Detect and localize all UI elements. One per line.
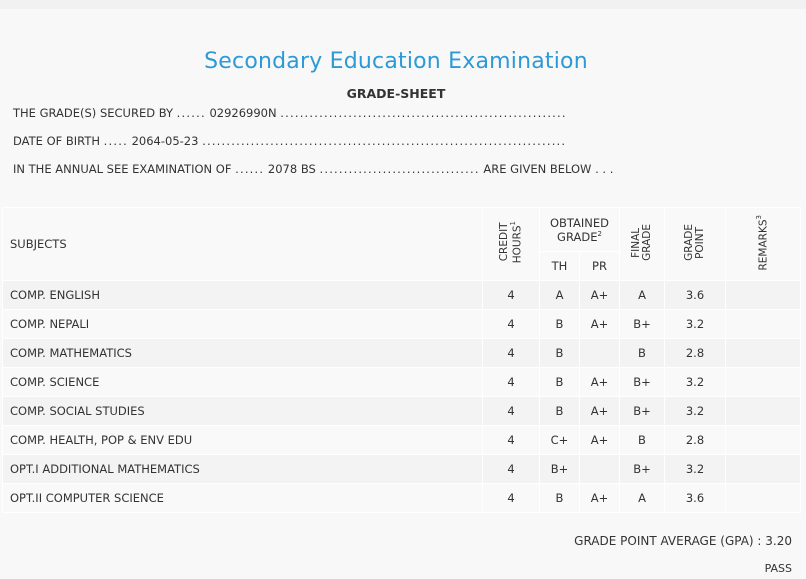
- practical-grade-cell: A+: [579, 396, 620, 426]
- subject-cell: COMP. MATHEMATICS: [2, 338, 483, 368]
- theory-grade-cell: B: [539, 483, 580, 513]
- exam-line: IN THE ANNUAL SEE EXAMINATION OF ...... …: [13, 162, 613, 176]
- page-title: Secondary Education Examination: [204, 49, 588, 74]
- dot-leader: ......: [235, 162, 265, 176]
- remarks-cell: [725, 483, 801, 513]
- credit-hours-cell: 4: [482, 338, 540, 368]
- final-grade-cell: B+: [619, 396, 665, 426]
- dob-label: DATE OF BIRTH: [13, 134, 101, 148]
- remarks-cell: [725, 425, 801, 455]
- exam-year: 2078 BS: [267, 162, 316, 176]
- grade-point-cell: 2.8: [664, 425, 726, 455]
- credit-hours-cell: 4: [482, 309, 540, 339]
- theory-grade-cell: A: [539, 280, 580, 310]
- remarks-cell: [725, 367, 801, 397]
- subject-cell: OPT.II COMPUTER SCIENCE: [2, 483, 483, 513]
- final-grade-cell: B+: [619, 367, 665, 397]
- theory-grade-cell: B: [539, 367, 580, 397]
- theory-grade-cell: B: [539, 396, 580, 426]
- secured-by-line: THE GRADE(S) SECURED BY ...... 02926990N…: [13, 106, 567, 120]
- theory-grade-cell: B: [539, 338, 580, 368]
- grade-point-cell: 3.6: [664, 483, 726, 513]
- table-row: COMP. HEALTH, POP & ENV EDU 4 C+ A+ B 2.8: [2, 425, 801, 455]
- table-row: COMP. NEPALI 4 B A+ B+ 3.2: [2, 309, 801, 339]
- final-grade-cell: A: [619, 483, 665, 513]
- table-row: OPT.I ADDITIONAL MATHEMATICS 4 B+ B+ 3.2: [2, 454, 801, 484]
- practical-grade-cell: [579, 454, 620, 484]
- dot-leader: .....: [103, 134, 128, 148]
- dot-leader: .................................: [319, 162, 480, 176]
- grade-point-cell: 2.8: [664, 338, 726, 368]
- table-row: COMP. SCIENCE 4 B A+ B+ 3.2: [2, 367, 801, 397]
- grade-point-cell: 3.6: [664, 280, 726, 310]
- subject-cell: COMP. SOCIAL STUDIES: [2, 396, 483, 426]
- exam-label: IN THE ANNUAL SEE EXAMINATION OF: [13, 162, 232, 176]
- theory-grade-cell: B: [539, 309, 580, 339]
- header-th: TH: [539, 251, 580, 281]
- credit-hours-cell: 4: [482, 280, 540, 310]
- final-grade-cell: B+: [619, 309, 665, 339]
- final-grade-cell: B: [619, 338, 665, 368]
- theory-grade-cell: B+: [539, 454, 580, 484]
- header-pr: PR: [579, 251, 620, 281]
- credit-hours-cell: 4: [482, 396, 540, 426]
- table-row: COMP. ENGLISH 4 A A+ A 3.6: [2, 280, 801, 310]
- page-subtitle: GRADE-SHEET: [346, 86, 446, 101]
- remarks-cell: [725, 454, 801, 484]
- credit-hours-cell: 4: [482, 483, 540, 513]
- gpa-line: GRADE POINT AVERAGE (GPA) : 3.20: [574, 534, 792, 548]
- remarks-cell: [725, 396, 801, 426]
- subject-cell: COMP. HEALTH, POP & ENV EDU: [2, 425, 483, 455]
- credit-hours-cell: 4: [482, 367, 540, 397]
- practical-grade-cell: A+: [579, 483, 620, 513]
- gpa-label: GRADE POINT AVERAGE (GPA) :: [574, 534, 762, 548]
- remarks-cell: [725, 338, 801, 368]
- secured-by-label: THE GRADE(S) SECURED BY: [13, 106, 174, 120]
- practical-grade-cell: [579, 338, 620, 368]
- header-credit-hours: CREDIT HOURS1: [482, 207, 540, 281]
- grades-table: SUBJECTS CREDIT HOURS1 OBTAINED GRADE2 FIN…: [2, 207, 801, 513]
- table-row: COMP. SOCIAL STUDIES 4 B A+ B+ 3.2: [2, 396, 801, 426]
- grade-point-cell: 3.2: [664, 367, 726, 397]
- table-row: COMP. MATHEMATICS 4 B B 2.8: [2, 338, 801, 368]
- dot-leader: ........................................…: [280, 106, 567, 120]
- practical-grade-cell: A+: [579, 425, 620, 455]
- grade-rows: COMP. ENGLISH 4 A A+ A 3.6 COMP. NEPALI 4 B A+ B+ 3…: [2, 280, 801, 513]
- theory-grade-cell: C+: [539, 425, 580, 455]
- subject-cell: OPT.I ADDITIONAL MATHEMATICS: [2, 454, 483, 484]
- header-grade-point: GRADE POINT: [664, 207, 726, 281]
- header-subjects: SUBJECTS: [2, 207, 483, 281]
- header-obtained-grade: OBTAINED GRADE2: [539, 207, 620, 252]
- dob-value: 2064-05-23: [131, 134, 199, 148]
- grade-point-cell: 3.2: [664, 309, 726, 339]
- practical-grade-cell: A+: [579, 280, 620, 310]
- credit-hours-cell: 4: [482, 454, 540, 484]
- gpa-value: 3.20: [765, 534, 792, 548]
- practical-grade-cell: A+: [579, 367, 620, 397]
- remarks-cell: [725, 280, 801, 310]
- dot-leader: ........................................…: [202, 134, 567, 148]
- grade-point-cell: 3.2: [664, 454, 726, 484]
- subject-cell: COMP. NEPALI: [2, 309, 483, 339]
- dot-leader: ......: [176, 106, 206, 120]
- grade-point-cell: 3.2: [664, 396, 726, 426]
- subject-cell: COMP. SCIENCE: [2, 367, 483, 397]
- exam-suffix: ARE GIVEN BELOW . . .: [483, 162, 614, 176]
- dob-line: DATE OF BIRTH ..... 2064-05-23 .........…: [13, 134, 566, 148]
- result-status: PASS: [764, 562, 792, 575]
- practical-grade-cell: A+: [579, 309, 620, 339]
- header-final-grade: FINAL GRADE: [619, 207, 665, 281]
- credit-hours-cell: 4: [482, 425, 540, 455]
- grade-sheet: Secondary Education Examination GRADE-SH…: [0, 9, 806, 579]
- symbol-number: 02926990N: [209, 106, 277, 120]
- final-grade-cell: B: [619, 425, 665, 455]
- table-row: OPT.II COMPUTER SCIENCE 4 B A+ A 3.6: [2, 483, 801, 513]
- header-remarks: REMARKS3: [725, 207, 801, 281]
- remarks-cell: [725, 309, 801, 339]
- final-grade-cell: B+: [619, 454, 665, 484]
- subject-cell: COMP. ENGLISH: [2, 280, 483, 310]
- final-grade-cell: A: [619, 280, 665, 310]
